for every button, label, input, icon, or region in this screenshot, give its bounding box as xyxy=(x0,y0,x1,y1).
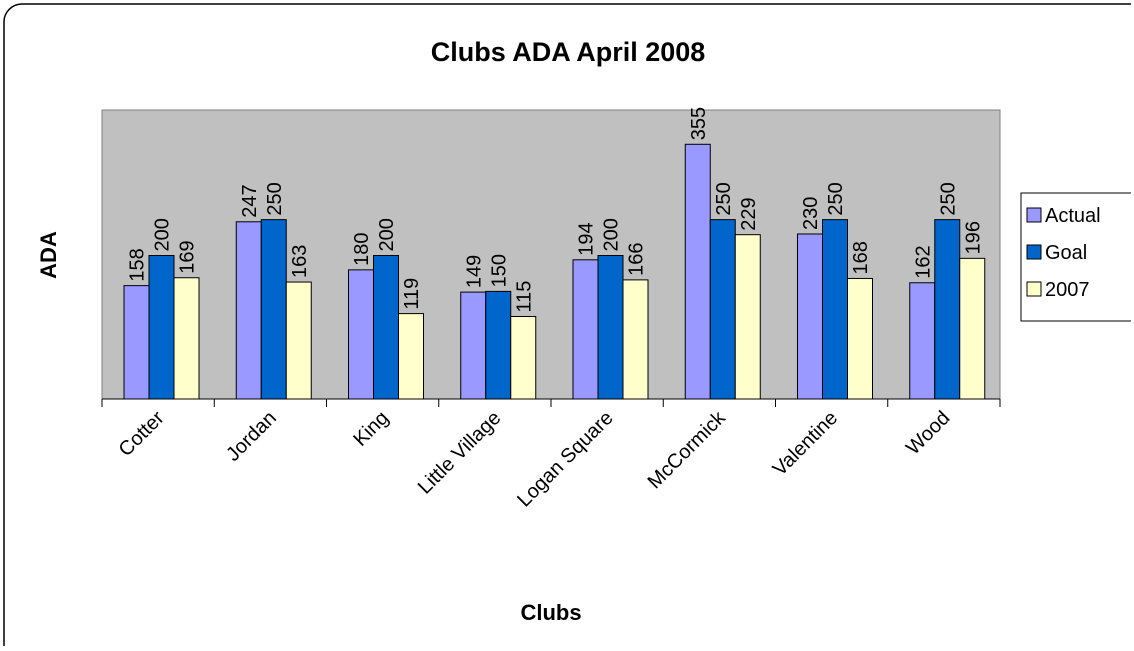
bar-actual-little-village xyxy=(460,291,487,400)
data-label-actual-jordan: 247 xyxy=(239,184,261,217)
data-label-2007-little-village: 115 xyxy=(513,281,535,313)
data-label-actual-valentine: 230 xyxy=(800,197,822,230)
bar-goal-jordan xyxy=(260,219,287,400)
data-label-goal-cotter: 200 xyxy=(152,218,174,251)
data-label-actual-wood: 162 xyxy=(912,245,934,278)
data-label-2007-valentine: 168 xyxy=(850,241,872,274)
legend-label-actual: Actual xyxy=(1045,205,1101,227)
legend-swatch-goal xyxy=(1026,244,1042,260)
bar-2007-king xyxy=(398,313,424,400)
bars-layer xyxy=(123,143,986,400)
data-label-goal-logan-square: 200 xyxy=(601,218,623,251)
bar-2007-little-village xyxy=(510,315,537,400)
bar-actual-valentine xyxy=(797,233,823,400)
bar-goal-cotter xyxy=(148,255,175,400)
data-label-actual-king: 180 xyxy=(351,232,373,265)
data-label-goal-king: 200 xyxy=(376,218,398,251)
bar-goal-valentine xyxy=(822,219,848,400)
bar-2007-logan-square xyxy=(622,279,649,400)
legend-swatch-actual xyxy=(1026,207,1042,223)
chart-frame: Clubs ADA April 2008 158 200 169 247 250 163 1… xyxy=(3,3,1134,651)
bar-actual-cotter xyxy=(123,285,150,400)
data-label-actual-mccormick: 355 xyxy=(688,107,710,140)
bar-goal-king xyxy=(373,255,399,400)
legend-swatch-2007 xyxy=(1026,281,1042,297)
bar-goal-mccormick xyxy=(709,219,736,400)
chart-title: Clubs ADA April 2008 xyxy=(431,37,706,67)
bar-actual-jordan xyxy=(235,221,262,400)
data-label-goal-mccormick: 250 xyxy=(713,182,735,215)
bar-goal-logan-square xyxy=(597,255,624,400)
bar-goal-wood xyxy=(934,219,961,400)
legend-label-goal: Goal xyxy=(1045,242,1087,264)
data-label-goal-valentine: 250 xyxy=(825,182,847,215)
data-label-goal-jordan: 250 xyxy=(264,182,286,215)
data-label-2007-jordan: 163 xyxy=(289,245,311,278)
data-label-2007-logan-square: 166 xyxy=(626,243,648,276)
legend-label-2007: 2007 xyxy=(1045,279,1090,301)
bar-actual-wood xyxy=(909,282,936,400)
data-label-2007-king: 119 xyxy=(401,278,423,310)
data-label-2007-wood: 196 xyxy=(962,221,984,254)
x-ticks-layer xyxy=(101,399,1001,407)
bar-goal-little-village xyxy=(485,290,512,400)
bar-2007-wood xyxy=(959,257,986,400)
data-label-actual-cotter: 158 xyxy=(127,248,149,281)
bar-2007-mccormick xyxy=(734,234,761,400)
bar-actual-logan-square xyxy=(572,259,599,400)
bar-actual-king xyxy=(348,269,374,400)
data-label-2007-mccormick: 229 xyxy=(738,197,760,230)
data-label-actual-logan-square: 194 xyxy=(576,222,598,255)
bar-2007-cotter xyxy=(173,277,200,400)
data-label-2007-cotter: 169 xyxy=(177,240,199,273)
x-axis-title: Clubs xyxy=(520,600,581,625)
data-label-actual-little-village: 149 xyxy=(463,255,485,288)
data-label-goal-little-village: 150 xyxy=(488,254,510,287)
legend: Actual Goal 2007 xyxy=(1020,192,1134,322)
data-label-goal-wood: 250 xyxy=(937,182,959,215)
bar-2007-jordan xyxy=(285,281,312,400)
bar-actual-mccormick xyxy=(684,143,711,400)
bar-2007-valentine xyxy=(847,277,873,400)
y-axis-title: ADA xyxy=(36,231,61,279)
